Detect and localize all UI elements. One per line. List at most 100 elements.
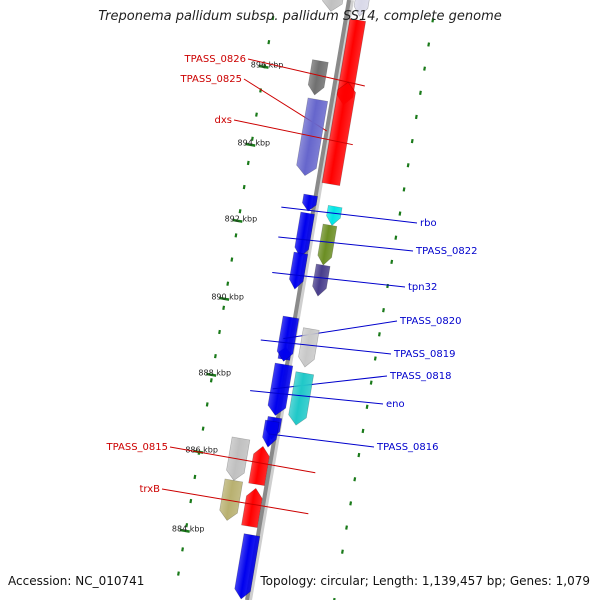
gene-label[interactable]: TPASS_0816 xyxy=(376,442,438,453)
gene-shape[interactable] xyxy=(311,263,331,297)
rail-dot xyxy=(185,523,189,528)
gene-label[interactable]: eno xyxy=(386,399,405,410)
rail-dot xyxy=(402,187,406,192)
rail-dot xyxy=(230,257,234,262)
gene-arrow[interactable] xyxy=(218,478,244,522)
gene-label[interactable]: TPASS_0819 xyxy=(393,349,455,360)
gene-arrow[interactable] xyxy=(301,193,318,212)
gene-shape[interactable] xyxy=(295,97,329,177)
gene-shape[interactable] xyxy=(353,0,371,17)
gene-label[interactable]: TPASS_0826 xyxy=(184,54,246,65)
gene-arrow[interactable] xyxy=(311,263,331,297)
rail-dot xyxy=(353,477,357,482)
gene-tpass-0815[interactable]: TPASS_0815 xyxy=(106,436,316,482)
gene-eno[interactable]: eno xyxy=(250,371,405,427)
accession-text: Accession: NC_010741 xyxy=(8,574,145,588)
rail-dot xyxy=(357,452,361,458)
rail-dot xyxy=(423,66,426,71)
rail-dot xyxy=(271,15,275,21)
gene-arrow[interactable] xyxy=(353,0,371,17)
major-tick xyxy=(232,218,243,223)
gene-shape[interactable] xyxy=(293,211,315,258)
tick-label: 892 kbp xyxy=(225,215,258,224)
label-leader xyxy=(260,339,392,355)
label-leader xyxy=(233,119,353,146)
rail-dot xyxy=(267,39,271,45)
label-leader xyxy=(247,58,365,87)
gene-shape[interactable] xyxy=(321,0,346,13)
gene-label[interactable]: TPASS_0825 xyxy=(180,74,242,85)
gene-tpass-0825[interactable]: TPASS_0825 xyxy=(180,74,358,187)
gene-arrow[interactable] xyxy=(261,419,280,448)
gene-label[interactable]: rbo xyxy=(420,218,437,229)
gene-shape[interactable] xyxy=(248,445,271,487)
gene-arrow[interactable] xyxy=(321,0,346,13)
gene-label[interactable]: trxB xyxy=(139,484,160,495)
gene-arrow[interactable] xyxy=(297,327,320,369)
gene-arrow[interactable] xyxy=(325,205,343,226)
gene-trxb[interactable]: trxB xyxy=(139,478,309,522)
gene-arrow[interactable] xyxy=(287,371,315,427)
gene-shape[interactable] xyxy=(261,419,280,448)
gene-rbo[interactable]: rbo xyxy=(281,205,437,229)
rail-dot xyxy=(398,211,402,216)
gene-label[interactable]: tpn32 xyxy=(408,282,437,293)
gene-shape[interactable] xyxy=(287,371,315,427)
gene-shape[interactable] xyxy=(321,81,357,187)
tick-label: 894 kbp xyxy=(238,139,271,148)
gene-shape[interactable] xyxy=(276,315,300,363)
gene-tpass-0818[interactable]: TPASS_0818 xyxy=(266,362,451,417)
rail-dot xyxy=(365,404,369,409)
gene-shape[interactable] xyxy=(266,362,294,417)
major-tick xyxy=(179,528,190,533)
gene-shape[interactable] xyxy=(316,223,338,266)
gene-tpass-0822[interactable]: TPASS_0822 xyxy=(278,223,477,266)
gene-label[interactable]: TPASS_0822 xyxy=(415,246,477,257)
gene-arrow[interactable] xyxy=(316,223,338,266)
gene-tpass-0819[interactable]: TPASS_0819 xyxy=(260,327,456,369)
gene-tpn32[interactable]: tpn32 xyxy=(272,263,437,297)
gene-shape[interactable] xyxy=(225,436,251,482)
rail-dot xyxy=(177,571,180,576)
tick-label: 888 kbp xyxy=(198,369,231,378)
gene-shape[interactable] xyxy=(233,533,261,600)
gene-label[interactable]: TPASS_0820 xyxy=(399,316,461,327)
rail-dot xyxy=(410,138,414,144)
gene-label[interactable]: TPASS_0818 xyxy=(389,371,451,382)
label-leader xyxy=(278,236,414,252)
gene-tpass-0816[interactable]: TPASS_0816 xyxy=(261,419,438,453)
gene-arrow[interactable] xyxy=(295,97,329,177)
genome-backbone xyxy=(245,0,351,600)
gene-dxs[interactable]: dxs xyxy=(215,97,353,177)
rail-dot xyxy=(181,547,184,552)
rail-dot xyxy=(222,305,226,310)
gene-shape[interactable] xyxy=(297,327,320,369)
gene-label[interactable]: TPASS_0815 xyxy=(106,442,168,453)
rail-dot xyxy=(234,233,238,238)
gene-shape[interactable] xyxy=(301,193,318,212)
gene-arrow[interactable] xyxy=(321,81,357,187)
rail-dot xyxy=(250,136,254,141)
gene-shape[interactable] xyxy=(241,487,263,529)
gene-arrow[interactable] xyxy=(307,59,329,97)
rail-dot xyxy=(226,281,230,286)
major-tick xyxy=(219,296,230,301)
gene-arrow[interactable] xyxy=(248,445,271,487)
rail-dot xyxy=(193,474,197,480)
gene-arrow[interactable] xyxy=(241,487,263,529)
rail-dot xyxy=(214,353,217,359)
gene-arrow[interactable] xyxy=(293,211,315,258)
gene-shape[interactable] xyxy=(325,205,343,226)
rail-dot xyxy=(218,329,221,335)
gene-arrow[interactable] xyxy=(276,315,300,363)
gene-arrow[interactable] xyxy=(225,436,251,482)
tick-label: 890 kbp xyxy=(211,293,244,302)
rail-dot xyxy=(427,42,431,47)
gene-arrow[interactable] xyxy=(233,533,261,600)
gene-tpass-0826[interactable]: TPASS_0826 xyxy=(184,54,365,96)
gene-shape[interactable] xyxy=(307,59,329,97)
gene-shape[interactable] xyxy=(218,478,244,522)
gene-label[interactable]: dxs xyxy=(215,115,232,126)
gene-arrow[interactable] xyxy=(266,362,294,417)
